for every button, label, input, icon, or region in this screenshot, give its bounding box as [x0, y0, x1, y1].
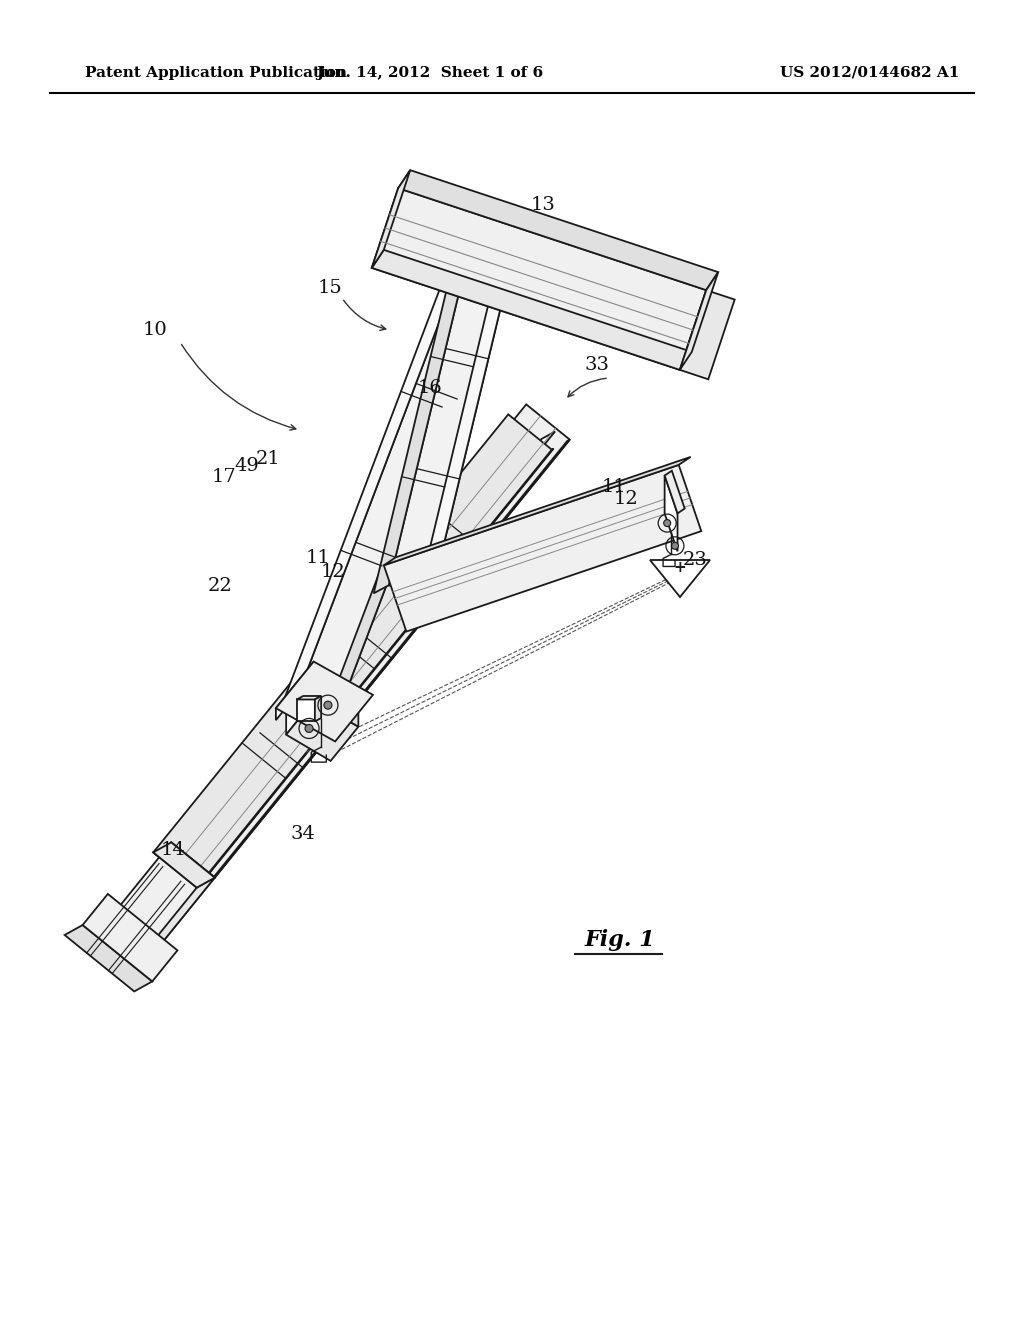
Polygon shape [389, 232, 516, 595]
Polygon shape [680, 272, 718, 370]
Text: US 2012/0144682 A1: US 2012/0144682 A1 [780, 66, 959, 81]
Polygon shape [372, 189, 707, 370]
Text: 12: 12 [613, 490, 638, 508]
Polygon shape [665, 471, 685, 513]
Text: 14: 14 [161, 841, 185, 859]
Circle shape [672, 543, 679, 549]
Polygon shape [186, 432, 555, 876]
Polygon shape [372, 249, 692, 370]
Text: 23: 23 [683, 550, 708, 569]
Polygon shape [121, 878, 215, 981]
Polygon shape [314, 672, 358, 727]
Circle shape [664, 520, 671, 527]
Text: Fig. 1: Fig. 1 [585, 929, 655, 950]
Text: 49: 49 [234, 457, 259, 475]
Text: Jun. 14, 2012  Sheet 1 of 6: Jun. 14, 2012 Sheet 1 of 6 [316, 66, 544, 81]
Text: 33: 33 [585, 356, 609, 374]
Text: 34: 34 [291, 825, 315, 843]
Polygon shape [680, 290, 734, 379]
Polygon shape [286, 701, 358, 760]
Text: 15: 15 [317, 279, 342, 297]
Polygon shape [417, 242, 516, 603]
Polygon shape [154, 842, 215, 887]
Polygon shape [286, 672, 314, 735]
Polygon shape [83, 894, 177, 982]
Polygon shape [283, 230, 474, 705]
Polygon shape [297, 230, 515, 711]
Text: 11: 11 [602, 478, 627, 496]
Text: 21: 21 [256, 450, 281, 469]
Text: 13: 13 [530, 195, 555, 214]
Text: 22: 22 [208, 577, 232, 595]
Text: 12: 12 [321, 564, 345, 581]
Polygon shape [171, 404, 569, 878]
Polygon shape [297, 700, 314, 722]
Polygon shape [95, 842, 215, 970]
Text: +: + [674, 560, 686, 574]
Text: 11: 11 [305, 549, 331, 568]
Polygon shape [324, 244, 515, 721]
Text: 17: 17 [212, 469, 237, 486]
Polygon shape [384, 457, 691, 565]
Circle shape [324, 701, 332, 709]
Polygon shape [374, 232, 474, 593]
Polygon shape [154, 414, 552, 887]
Polygon shape [314, 696, 322, 722]
Polygon shape [398, 170, 718, 290]
Polygon shape [275, 661, 373, 742]
Polygon shape [372, 170, 411, 268]
Polygon shape [650, 560, 710, 597]
Polygon shape [275, 661, 313, 721]
Polygon shape [65, 925, 153, 991]
Polygon shape [197, 449, 554, 887]
Circle shape [305, 725, 313, 733]
Text: Patent Application Publication: Patent Application Publication [85, 66, 347, 81]
Text: 10: 10 [142, 321, 167, 339]
Polygon shape [665, 475, 678, 552]
Polygon shape [212, 440, 569, 879]
Text: 16: 16 [418, 379, 442, 397]
Polygon shape [297, 696, 322, 700]
Polygon shape [384, 465, 701, 631]
